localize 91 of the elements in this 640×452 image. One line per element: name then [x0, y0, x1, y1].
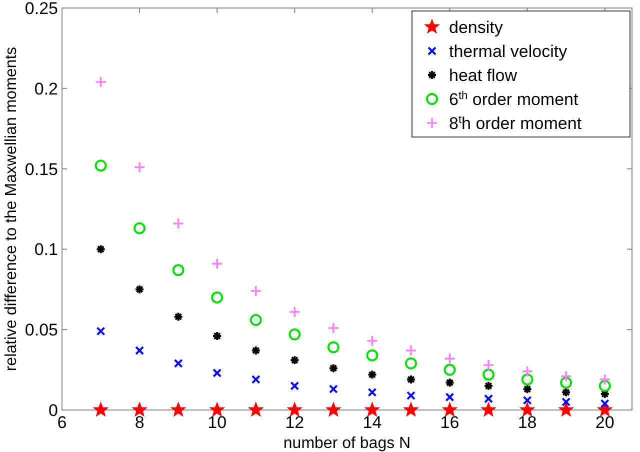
y-tick-label: 0.05 [24, 320, 58, 340]
x-tick-label: 8 [134, 413, 144, 432]
point [442, 402, 457, 416]
point [482, 359, 494, 371]
point [134, 222, 146, 234]
point [328, 322, 340, 334]
point [367, 370, 378, 380]
point [521, 366, 534, 378]
y-tick-label: 0 [48, 401, 58, 420]
y-tick-label: 0.15 [24, 160, 58, 179]
point [406, 391, 416, 400]
point [368, 388, 377, 397]
point [522, 396, 532, 405]
point [134, 284, 145, 294]
point [404, 402, 418, 416]
point [290, 355, 300, 366]
y-tick-label: 0.1 [34, 240, 58, 260]
point [326, 402, 341, 416]
point [598, 380, 611, 392]
x-tick-label: 16 [440, 413, 460, 432]
point [484, 394, 494, 404]
legend-label: 6$^{th}$ order moment [449, 90, 579, 109]
point [481, 402, 496, 416]
point [444, 378, 455, 388]
point [445, 392, 454, 402]
point [94, 402, 108, 416]
point [212, 331, 222, 342]
point [212, 368, 222, 378]
point [520, 402, 534, 416]
point [96, 326, 106, 336]
y-tick-label: 0.2 [34, 79, 58, 98]
point [288, 306, 301, 318]
point [288, 328, 301, 340]
point [406, 374, 416, 384]
point [94, 76, 107, 88]
point [484, 380, 494, 391]
point [135, 346, 144, 356]
point [171, 402, 186, 416]
x-tick-label: 12 [285, 413, 304, 432]
point [366, 334, 378, 347]
point [560, 376, 572, 389]
point [174, 358, 183, 368]
point [172, 218, 184, 230]
point [328, 363, 338, 374]
point [365, 402, 380, 416]
x-axis-title: number of bags N [283, 435, 411, 452]
point [522, 384, 532, 394]
point [94, 160, 107, 172]
point [211, 258, 223, 270]
point [173, 312, 184, 322]
x-tick-label: 10 [208, 413, 227, 432]
point [598, 374, 611, 386]
point [210, 402, 224, 416]
point [290, 381, 300, 390]
y-tick-label: 0.25 [24, 0, 58, 18]
point [444, 352, 456, 364]
y-axis-title: relative difference to the Maxwellian moments [3, 46, 20, 372]
point [405, 344, 417, 356]
point [250, 314, 262, 326]
point [600, 399, 610, 408]
point [250, 285, 262, 297]
point [598, 402, 612, 416]
point [134, 161, 146, 174]
point [521, 373, 534, 386]
point [248, 402, 264, 416]
legend-label: 8$^{t}$h order moment [449, 114, 582, 133]
point [250, 346, 261, 356]
point [172, 264, 184, 276]
x-tick-label: 14 [362, 413, 382, 432]
point [404, 357, 417, 370]
legend-label: heat flow [449, 66, 518, 85]
legend-label: thermal velocity [449, 42, 568, 61]
point [561, 387, 572, 398]
point [251, 374, 260, 384]
point [328, 384, 338, 394]
point [366, 349, 378, 362]
point [482, 368, 495, 381]
point [562, 397, 571, 406]
x-tick-label: 18 [518, 413, 537, 432]
x-tick-label: 20 [595, 413, 614, 432]
legend-label: density [449, 18, 504, 37]
point [211, 291, 224, 304]
point [444, 364, 456, 376]
point [287, 402, 302, 416]
point [132, 402, 147, 416]
point [600, 388, 610, 399]
point [327, 341, 340, 354]
x-tick-label: 6 [57, 413, 67, 432]
point [96, 244, 106, 254]
point [558, 402, 574, 416]
point [560, 370, 572, 382]
